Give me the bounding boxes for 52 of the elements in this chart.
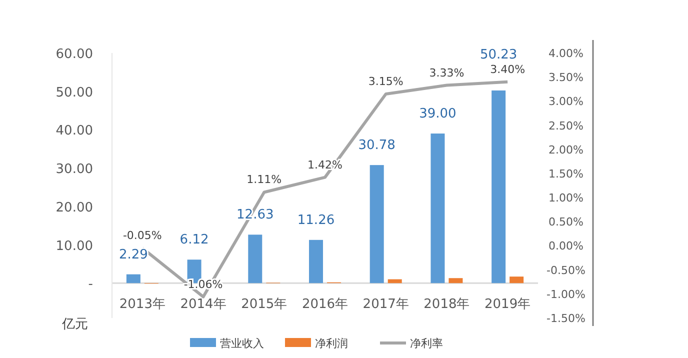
data-label: 50.23 <box>480 47 518 62</box>
data-label: 3.33% <box>429 66 464 80</box>
bar <box>388 279 402 284</box>
data-label: 1.42% <box>308 158 342 172</box>
bar <box>430 134 445 284</box>
x-tick-label: 2017年 <box>362 297 409 312</box>
y2-tick-label: 1.00% <box>548 192 584 205</box>
y2-tick-label: 1.50% <box>548 167 584 180</box>
data-label: 11.26 <box>297 212 335 228</box>
y-tick-label: 20.00 <box>56 200 93 216</box>
x-tick-label: 2018年 <box>424 297 470 312</box>
legend-label: 营业收入 <box>220 337 264 350</box>
y2-tick-label: -1.00% <box>546 288 586 301</box>
data-label: 6.12 <box>180 232 209 248</box>
x-tick-label: 2019年 <box>484 297 531 312</box>
data-label: 2.29 <box>118 247 148 262</box>
y-tick-label: 50.00 <box>56 85 93 100</box>
data-label: 30.78 <box>358 138 396 154</box>
y-tick-label: - <box>88 277 94 292</box>
legend-label: 净利率 <box>410 337 443 350</box>
bar <box>492 90 506 284</box>
bar <box>370 165 384 284</box>
data-label: 39.00 <box>419 106 456 122</box>
y2-tick-label: 3.50% <box>548 71 584 84</box>
y-tick-label: 60.00 <box>56 47 93 62</box>
bar <box>248 234 262 284</box>
y-axis-title: 亿元 <box>61 317 88 332</box>
y-tick-label: 30.00 <box>56 162 93 178</box>
data-label: 1.11% <box>246 173 282 186</box>
bar <box>510 276 524 284</box>
x-tick-label: 2015年 <box>241 297 288 312</box>
y2-tick-label: 2.00% <box>548 143 584 156</box>
y-tick-label: 10.00 <box>56 238 93 254</box>
bar <box>448 278 463 284</box>
data-label: 12.63 <box>236 208 274 223</box>
data-label: -0.05% <box>122 229 162 242</box>
y-tick-label: 40.00 <box>56 124 93 139</box>
y2-tick-label: 2.50% <box>548 119 584 132</box>
data-label: 3.15% <box>368 74 404 88</box>
y2-tick-label: 0.00% <box>548 240 584 253</box>
x-tick-label: 2013年 <box>119 297 166 312</box>
y2-tick-label: 3.00% <box>548 95 584 108</box>
x-tick-label: 2014年 <box>180 297 226 312</box>
bar <box>309 240 323 284</box>
y2-tick-label: 0.50% <box>548 216 584 229</box>
y2-tick-label: -0.50% <box>546 264 586 277</box>
y2-tick-label: -1.50% <box>546 312 586 325</box>
x-tick-label: 2016年 <box>302 297 348 312</box>
bar <box>126 274 140 284</box>
y2-tick-label: 4.00% <box>548 47 584 60</box>
legend-label: 净利润 <box>315 337 348 350</box>
data-label: 3.40% <box>490 62 526 76</box>
